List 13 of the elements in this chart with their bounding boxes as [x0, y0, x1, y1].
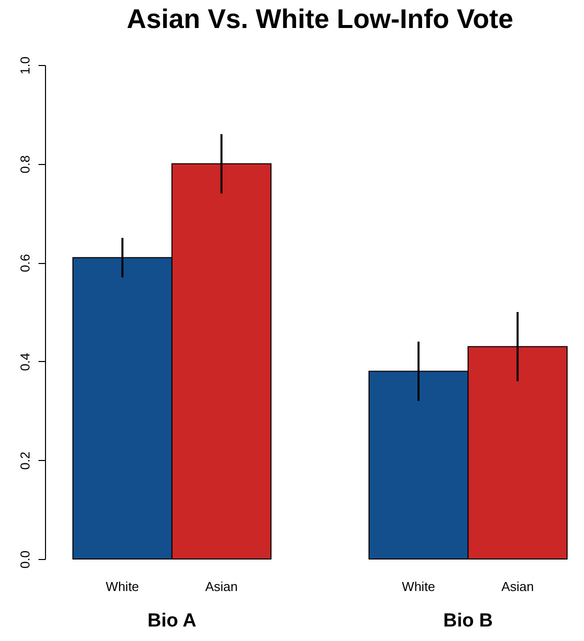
text: White	[402, 579, 436, 594]
series-label: White	[106, 579, 140, 594]
y-tick-label: 0.6	[18, 254, 32, 272]
x-tick-label: Bio B	[443, 610, 493, 632]
y-tick-label: 0.4	[18, 352, 32, 371]
y-tick-label: 0.0	[18, 550, 32, 569]
chart-title: Asian Vs. White Low-Info Vote	[126, 4, 514, 34]
text: Asian	[501, 579, 534, 594]
y-tick-label: 0.2	[18, 452, 32, 470]
series-label: Asian	[205, 579, 238, 594]
x-tick-label: Bio A	[147, 610, 197, 632]
y-tick-label: 1.0	[18, 56, 32, 75]
y-tick-label: 0.8	[18, 155, 32, 174]
